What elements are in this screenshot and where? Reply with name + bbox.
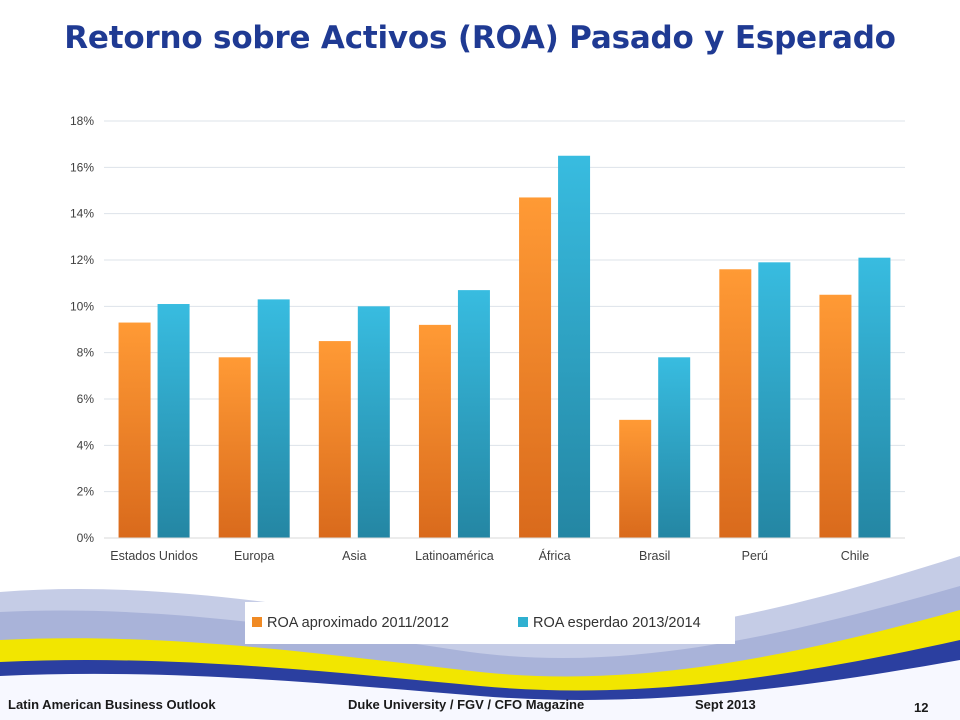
bar-2013-1 (257, 299, 290, 538)
legend-panel (245, 602, 735, 644)
bar-2011-2 (318, 341, 351, 538)
x-category-label: Chile (841, 549, 870, 563)
y-tick-label: 16% (70, 160, 94, 174)
y-tick-label: 2% (77, 485, 95, 499)
footer-date: Sept 2013 (695, 697, 756, 712)
bar-2011-4 (519, 197, 552, 538)
x-category-label: Europa (234, 549, 274, 563)
bars (118, 155, 891, 538)
y-axis-ticks: 0% 2% 4% 6% 8% 10% 12% 14% 16% 18% (70, 114, 94, 545)
legend-swatch-2013 (518, 617, 528, 627)
bar-2011-0 (118, 322, 151, 538)
page-number: 12 (914, 700, 929, 715)
slide-title: Retorno sobre Activos (ROA) Pasado y Esp… (64, 20, 896, 56)
bar-2011-7 (819, 294, 852, 538)
x-axis-categories: Estados Unidos Europa Asia Latinoamérica Áfr… (110, 548, 869, 563)
y-tick-label: 10% (70, 299, 94, 313)
x-category-label: Latinoamérica (415, 549, 494, 563)
bar-2011-6 (719, 269, 752, 538)
bar-2011-3 (418, 324, 451, 538)
footer-left: Latin American Business Outlook (8, 697, 216, 712)
x-category-label: Brasil (639, 549, 670, 563)
x-category-label: África (539, 548, 571, 563)
bar-2013-3 (457, 290, 490, 538)
bar-2013-5 (658, 357, 691, 538)
legend-label-2013: ROA esperdao 2013/2014 (533, 615, 701, 631)
footer-center: Duke University / FGV / CFO Magazine (348, 697, 585, 712)
legend: ROA aproximado 2011/2012 ROA esperdao 20… (245, 602, 735, 644)
x-category-label: Estados Unidos (110, 549, 198, 563)
bar-2013-4 (558, 155, 591, 538)
bar-2011-5 (619, 419, 652, 538)
bar-2011-1 (218, 357, 251, 538)
y-tick-label: 8% (77, 346, 95, 360)
bar-2013-0 (157, 304, 190, 538)
legend-swatch-2011 (252, 617, 262, 627)
bar-2013-2 (357, 306, 390, 538)
y-tick-label: 6% (77, 392, 95, 406)
bar-chart: 0% 2% 4% 6% 8% 10% 12% 14% 16% 18% Estados Unidos… (70, 114, 905, 563)
y-tick-label: 12% (70, 253, 94, 267)
y-tick-label: 14% (70, 207, 94, 221)
x-category-label: Perú (742, 549, 768, 563)
bar-2013-6 (758, 262, 791, 538)
y-tick-label: 4% (77, 438, 95, 452)
y-tick-label: 0% (77, 531, 95, 545)
legend-label-2011: ROA aproximado 2011/2012 (267, 615, 449, 631)
bar-2013-7 (858, 257, 891, 538)
x-category-label: Asia (342, 549, 366, 563)
y-tick-label: 18% (70, 114, 94, 128)
